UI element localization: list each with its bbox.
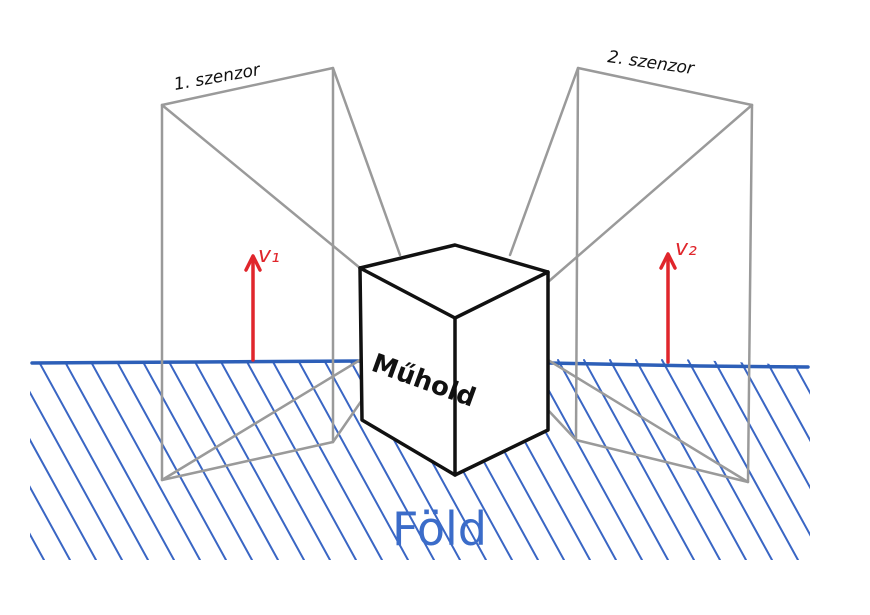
hatch-line	[219, 359, 331, 560]
hatch-line	[37, 359, 149, 560]
hatch-line	[661, 359, 773, 560]
hatch-line	[844, 360, 870, 560]
hatch-line	[687, 359, 799, 560]
velocity-2-label: v₂	[675, 236, 697, 261]
velocity-1-label: v₁	[258, 243, 280, 268]
hatch-line	[323, 359, 435, 560]
sensor-2-label: 2. szenzor	[606, 47, 696, 79]
hatch-line	[30, 359, 123, 560]
hatch-line	[818, 360, 870, 560]
earth-label: Föld	[392, 502, 487, 556]
hatch-line	[791, 359, 810, 560]
hatch-line	[167, 359, 279, 560]
velocity-arrow-2	[659, 252, 677, 364]
ground-line	[30, 359, 362, 365]
velocity-arrow-1	[244, 254, 262, 362]
satellite-cube	[358, 243, 550, 477]
hatch-line	[609, 359, 721, 560]
hatch-line	[89, 359, 201, 560]
hatch-line	[30, 359, 97, 560]
hatch-line	[245, 359, 357, 560]
hatch-line	[115, 359, 227, 560]
sensor-1-label: 1. szenzor	[172, 60, 262, 95]
ground-line-right	[546, 361, 810, 369]
hatch-line	[30, 359, 71, 560]
hatch-line	[765, 359, 810, 560]
hatch-line	[0, 360, 18, 560]
hatch-line	[271, 359, 383, 560]
hatch-line	[531, 359, 643, 560]
hatch-line	[30, 359, 45, 560]
hatch-line	[713, 359, 810, 560]
hatch-line	[635, 359, 747, 560]
sensor-1-frustum	[160, 66, 402, 482]
hatch-line	[63, 359, 175, 560]
sensor-2-frustum	[508, 66, 754, 484]
hatch-line	[297, 359, 409, 560]
hatch-line	[739, 359, 810, 560]
